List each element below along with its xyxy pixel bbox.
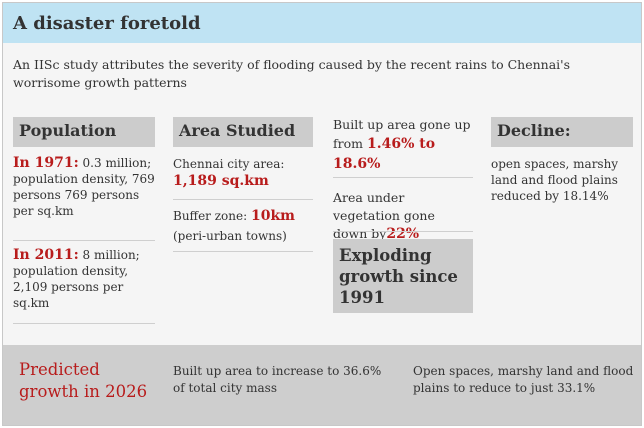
population-column: Population In 1971: 0.3 million; populat… (13, 117, 155, 324)
built-up-value: 1.46% to 18.6% (333, 136, 436, 172)
divider (13, 323, 155, 324)
prediction-label: Predicted growth in 2026 (19, 360, 148, 401)
decline-text: open spaces, marshy land and flood plain… (491, 157, 619, 203)
buffer-zone-note: (peri-urban towns) (173, 229, 287, 243)
divider (13, 240, 155, 241)
title-bar: A disaster foretold (3, 3, 641, 43)
vegetation-text: Area under vegetation gone down by (333, 190, 435, 241)
year-2011-text: 8 million; population density, 2,109 per… (13, 248, 140, 310)
buffer-zone-label: Buffer zone: (173, 209, 251, 223)
population-header: Population (13, 117, 155, 147)
buffer-zone: Buffer zone: 10km (173, 208, 313, 224)
year-1971-label: In 1971: (13, 155, 79, 171)
area-column: Area Studied Chennai city area: 1,189 sq… (173, 117, 313, 252)
vegetation-value: 22% (386, 226, 420, 242)
year-2011-label: In 2011: (13, 247, 79, 263)
prediction-built-up: Built up area to increase to 36.6% of to… (173, 364, 382, 395)
decline-column: Decline: open spaces, marshy land and fl… (491, 117, 633, 204)
divider (333, 231, 473, 232)
divider (173, 199, 313, 200)
subtitle: An IISc study attributes the severity of… (13, 57, 571, 90)
vegetation-decline: Area under vegetation gone down by22% (333, 189, 473, 243)
exploding-growth-header: Exploding growth since 1991 (333, 239, 473, 313)
divider (173, 251, 313, 252)
divider (333, 177, 473, 178)
built-up-growth: Built up area gone up from 1.46% to 18.6… (333, 115, 473, 174)
city-area-label: Chennai city area: (173, 157, 285, 171)
year-1971-text: 0.3 million; population density, 769 per… (13, 156, 155, 218)
area-header: Area Studied (173, 117, 313, 147)
prediction-band (3, 345, 641, 425)
built-up-text: Built up area gone up from (333, 117, 471, 151)
decline-header: Decline: (491, 117, 633, 147)
buffer-zone-value: 10km (250, 208, 295, 224)
growth-column: Built up area gone up from 1.46% to 18.6… (333, 115, 473, 313)
population-2011: In 2011: 8 million; population density, … (13, 247, 155, 311)
page-title: A disaster foretold (13, 13, 201, 34)
prediction-open-spaces: Open spaces, marshy land and flood plain… (413, 364, 634, 395)
city-area-value: 1,189 sq.km (173, 173, 269, 189)
population-1971: In 1971: 0.3 million; population density… (13, 155, 155, 219)
